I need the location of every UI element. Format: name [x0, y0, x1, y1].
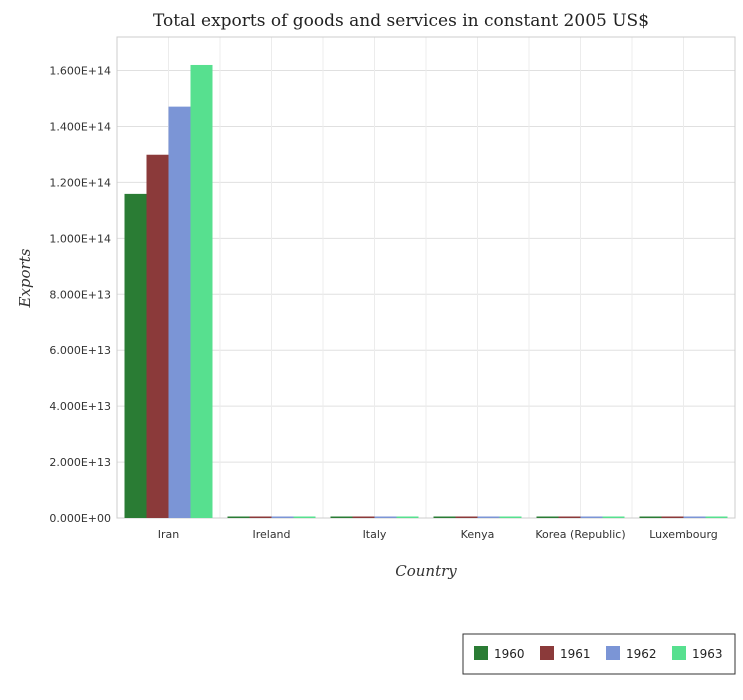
bar-1960 — [433, 516, 456, 518]
bar-1962 — [477, 516, 500, 518]
y-tick-label: 1.400E+14 — [49, 120, 111, 133]
legend-swatch — [474, 646, 488, 660]
bar-1963 — [705, 516, 728, 518]
bar-1961 — [558, 516, 581, 518]
y-tick-label: 4.000E+13 — [49, 400, 111, 413]
chart-title: Total exports of goods and services in c… — [153, 11, 649, 31]
legend-label: 1963 — [692, 647, 723, 661]
bar-1962 — [271, 516, 294, 518]
bar-1960 — [639, 516, 662, 518]
bar-1961 — [352, 516, 375, 518]
bar-1962 — [580, 516, 603, 518]
y-tick-label: 1.600E+14 — [49, 65, 111, 78]
bar-1961 — [146, 154, 169, 518]
legend-swatch — [672, 646, 686, 660]
legend-label: 1960 — [494, 647, 525, 661]
x-tick-label: Kenya — [461, 528, 495, 541]
bar-1961 — [455, 516, 478, 518]
bar-1962 — [168, 106, 191, 518]
x-axis-ticks: Iran Ireland Italy Kenya Korea (Republic) Lux… — [158, 528, 718, 541]
bar-1963 — [190, 64, 213, 518]
y-tick-label: 6.000E+13 — [49, 344, 111, 357]
bar-1960 — [330, 516, 353, 518]
x-tick-label: Ireland — [252, 528, 290, 541]
bar-1962 — [683, 516, 706, 518]
x-tick-label: Iran — [158, 528, 180, 541]
bar-1960 — [124, 193, 147, 518]
y-tick-label: 0.000E+00 — [49, 512, 111, 525]
bar-1960 — [227, 516, 250, 518]
x-tick-label: Korea (Republic) — [535, 528, 625, 541]
bar-1963 — [499, 516, 522, 518]
x-tick-label: Luxembourg — [649, 528, 718, 541]
legend-swatch — [606, 646, 620, 660]
bar-1961 — [661, 516, 684, 518]
y-tick-label: 1.000E+14 — [49, 232, 111, 245]
bar-1963 — [396, 516, 419, 518]
y-tick-label: 1.200E+14 — [49, 176, 111, 189]
bar-1960 — [536, 516, 559, 518]
y-tick-label: 8.000E+13 — [49, 288, 111, 301]
plot-area — [116, 36, 736, 519]
legend: 1960 1961 1962 1963 — [462, 633, 736, 675]
bar-1963 — [293, 516, 316, 518]
bars — [124, 64, 728, 518]
y-axis-label: Exports — [16, 248, 34, 308]
legend-label: 1961 — [560, 647, 591, 661]
x-tick-label: Italy — [363, 528, 387, 541]
y-axis-ticks: 0.000E+00 2.000E+13 4.000E+13 6.000E+13 8.00… — [49, 65, 111, 525]
legend-swatch — [540, 646, 554, 660]
legend-label: 1962 — [626, 647, 657, 661]
bar-1962 — [374, 516, 397, 518]
y-tick-label: 2.000E+13 — [49, 456, 111, 469]
x-axis-label: Country — [395, 562, 457, 580]
legend-box — [462, 633, 736, 675]
bar-1961 — [249, 516, 272, 518]
bar-1963 — [602, 516, 625, 518]
